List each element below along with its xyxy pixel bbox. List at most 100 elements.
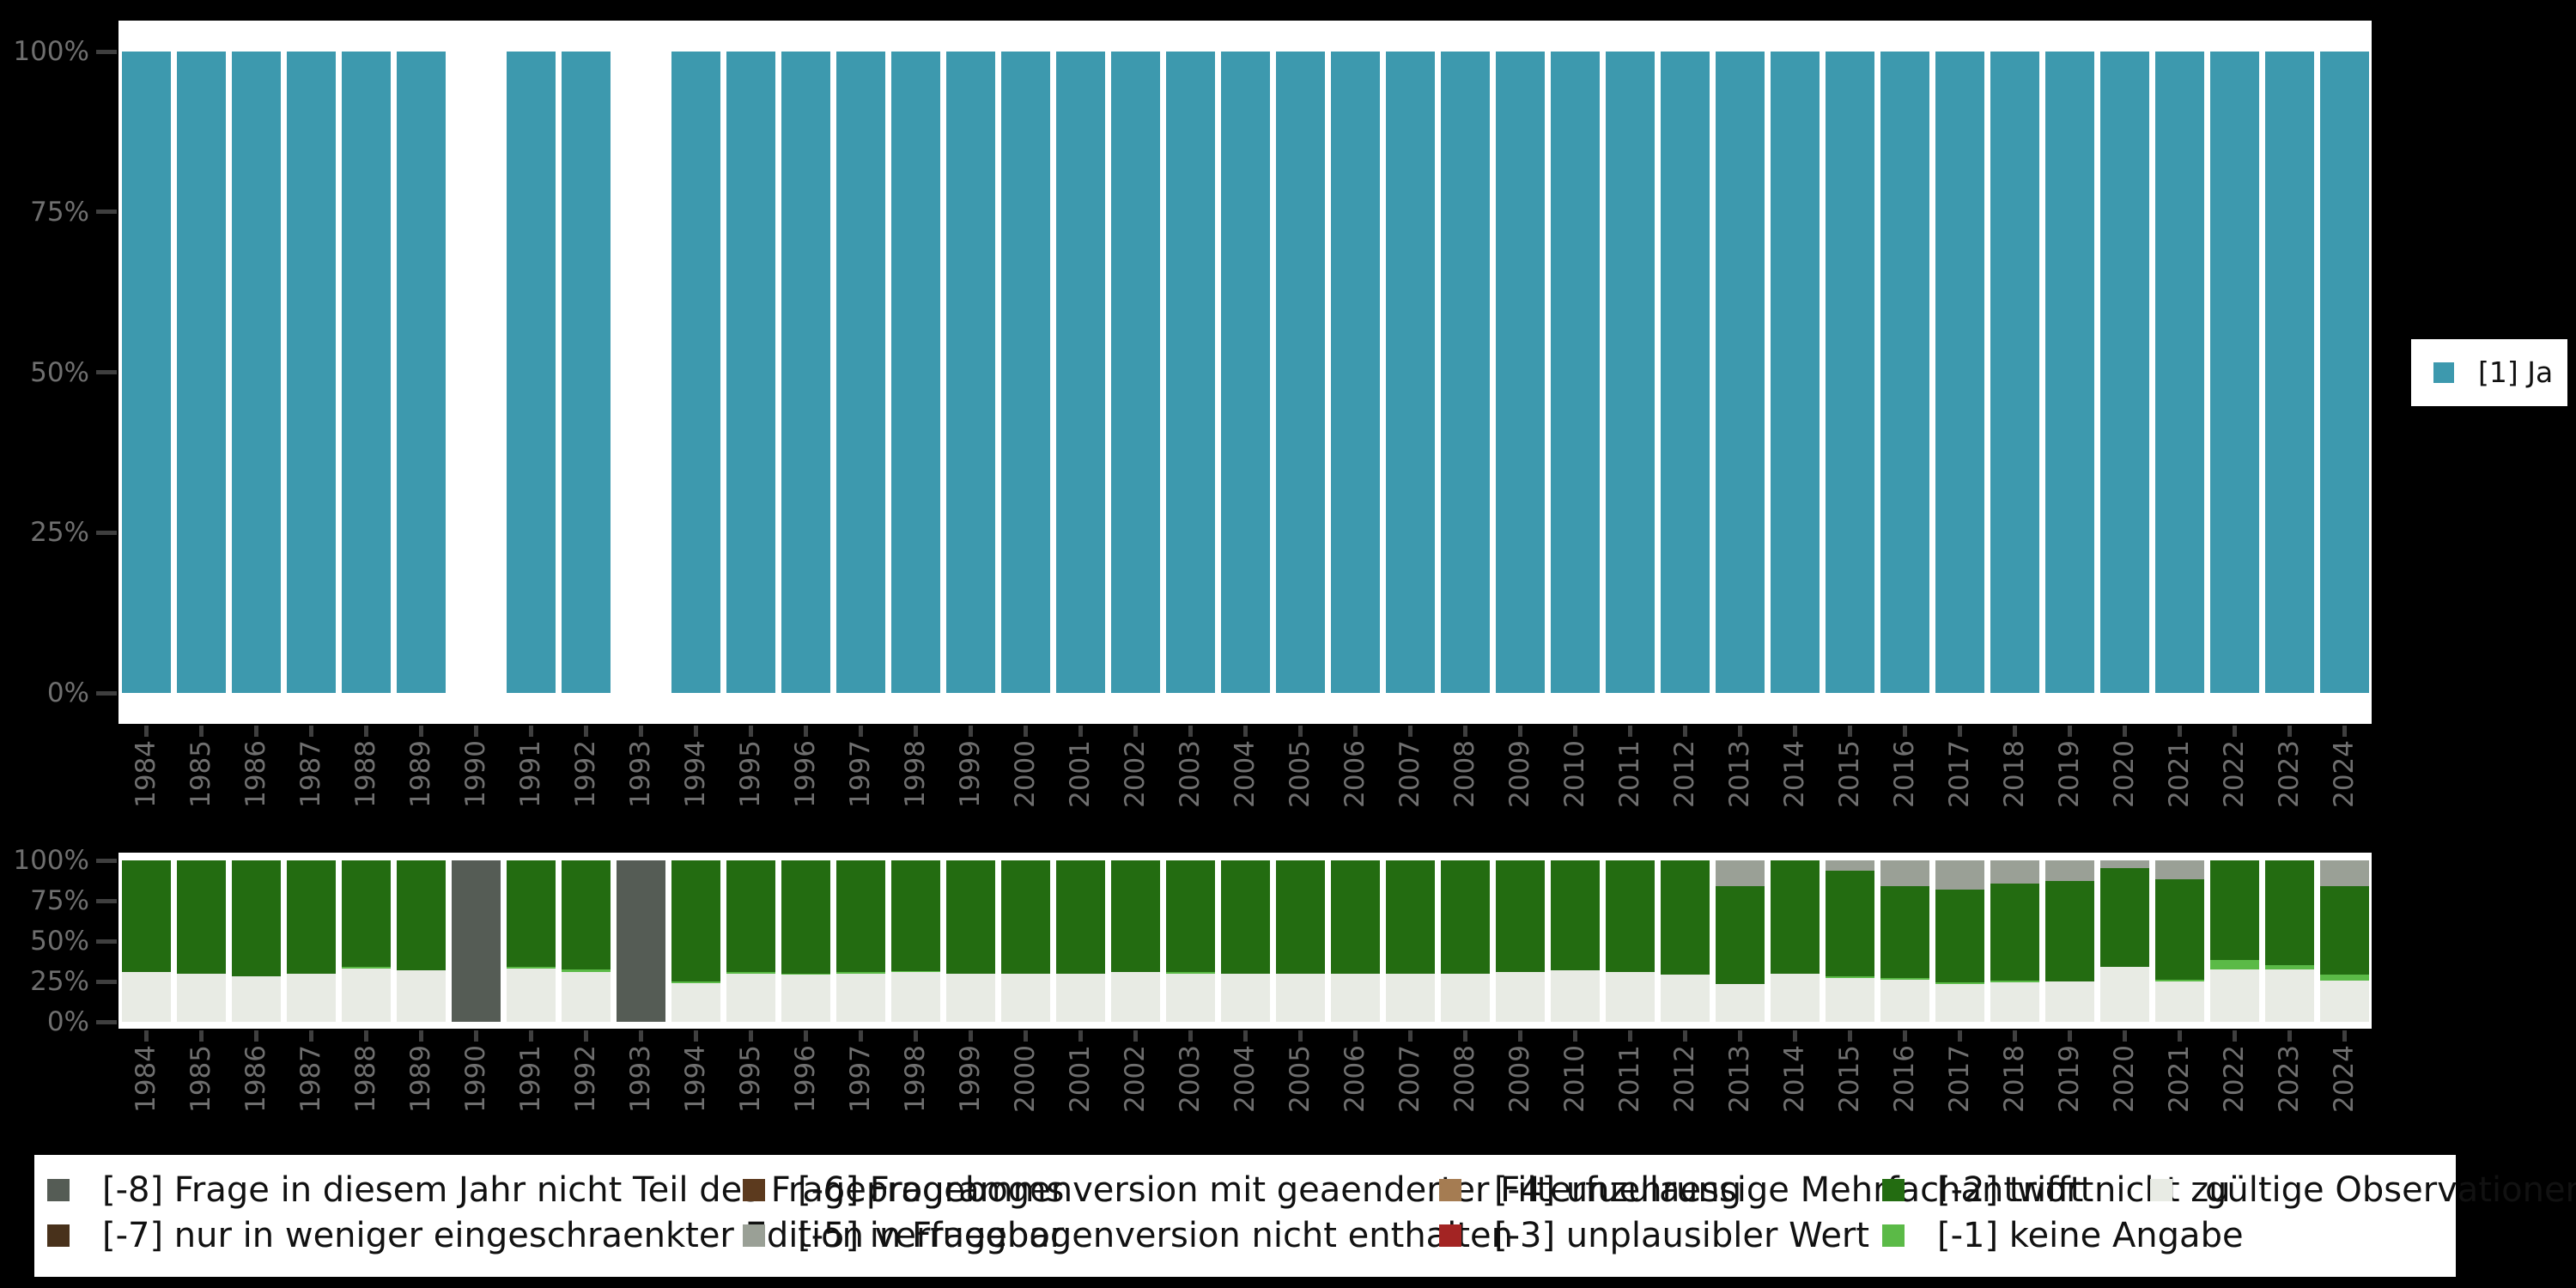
x-axis-tick-label-2012: 2012 (1669, 1045, 1700, 1113)
x-axis-tick-label-1997: 1997 (845, 1045, 876, 1113)
x-axis-tick-label-1991: 1991 (515, 1045, 546, 1113)
y-axis-tick-label: 100% (13, 845, 89, 876)
x-axis-tick (1682, 726, 1687, 737)
x-axis-tick-label-1994: 1994 (680, 740, 711, 808)
bar-segment-1992 (561, 860, 611, 969)
x-axis-tick (1078, 726, 1083, 737)
legend-missing-values: [-8] Frage in diesem Jahr nicht Teil des… (34, 1155, 2576, 1277)
x-axis-tick (803, 726, 808, 737)
bar-segment-2021 (2154, 981, 2204, 1022)
bar-segment-1990 (451, 860, 501, 1022)
x-axis-tick (1902, 726, 1907, 737)
x-axis-tick (2012, 1030, 2017, 1042)
x-axis-tick (363, 1030, 368, 1042)
x-axis-tick-label-1985: 1985 (185, 740, 216, 808)
bar-segment-2003 (1165, 971, 1215, 974)
bar-segment-2016 (1880, 886, 1929, 979)
x-axis-tick-label-2024: 2024 (2329, 740, 2360, 808)
x-axis-tick-label-1999: 1999 (955, 1045, 986, 1113)
bar-segment-1996 (781, 860, 830, 974)
x-axis-tick (473, 1030, 478, 1042)
x-axis-tick (693, 1030, 698, 1042)
legend-color-swatch (2150, 1179, 2172, 1201)
x-axis-tick-label-2001: 2001 (1065, 740, 1096, 808)
x-axis-tick-label-2019: 2019 (2054, 740, 2085, 808)
x-axis-tick (1407, 1030, 1413, 1042)
x-axis-tick (418, 1030, 423, 1042)
x-axis-tick (308, 1030, 313, 1042)
bar-segment-2018 (1990, 981, 2039, 1022)
bar-segment-2024 (2319, 981, 2369, 1022)
bar-segment-2009 (1495, 971, 1545, 1022)
bar-segment-2017 (1935, 860, 1984, 890)
bar-segment-1988 (341, 52, 391, 693)
bar-segment-1998 (890, 970, 940, 972)
bars-layer (118, 52, 2372, 693)
bar-segment-2013 (1715, 983, 1765, 1022)
ja-color-swatch (2433, 362, 2454, 383)
x-axis-tick (1792, 1030, 1797, 1042)
bar-segment-2023 (2264, 860, 2314, 966)
x-axis-tick (638, 726, 643, 737)
x-axis-tick (693, 726, 698, 737)
bar-segment-2009 (1495, 860, 1545, 972)
bar-segment-2021 (2154, 860, 2204, 879)
bar-segment-2003 (1165, 52, 1215, 693)
bar-segment-2019 (2044, 881, 2094, 981)
bar-segment-1989 (396, 52, 446, 693)
x-axis-tick-label-2006: 2006 (1340, 740, 1370, 808)
bar-segment-2015 (1825, 52, 1874, 693)
bar-segment-2013 (1715, 860, 1765, 887)
x-axis-tick-label-2003: 2003 (1175, 740, 1206, 808)
bar-segment-2001 (1055, 860, 1105, 974)
y-axis-tick-label: 100% (13, 36, 89, 67)
bar-segment-2006 (1330, 52, 1380, 693)
bar-segment-2011 (1605, 52, 1655, 693)
bar-segment-1984 (121, 971, 171, 1022)
bar-segment-1998 (890, 52, 940, 693)
x-axis-tick (1572, 726, 1577, 737)
bar-segment-1999 (945, 860, 995, 974)
bar-segment-2021 (2154, 980, 2204, 981)
bar-segment-2008 (1440, 52, 1490, 693)
bar-segment-1998 (890, 860, 940, 971)
bar-segment-2022 (2209, 959, 2259, 969)
bar-segment-2005 (1275, 52, 1325, 693)
x-axis-tick-label-2008: 2008 (1449, 1045, 1480, 1113)
bar-segment-2006 (1330, 860, 1380, 974)
x-axis-tick-label-1992: 1992 (570, 1045, 601, 1113)
x-axis-tick-label-2014: 2014 (1779, 740, 1810, 808)
x-axis-tick-label-2004: 2004 (1230, 740, 1261, 808)
y-axis-tick (96, 939, 117, 944)
legend-item-label: gültige Observationen (2205, 1170, 2576, 1210)
x-axis-tick (2122, 1030, 2127, 1042)
bar-segment-1984 (121, 860, 171, 972)
bar-segment-2024 (2319, 860, 2369, 887)
bar-segment-2004 (1220, 973, 1270, 1022)
x-axis-tick-label-2015: 2015 (1834, 740, 1865, 808)
x-axis-tick-label-2020: 2020 (2109, 740, 2140, 808)
x-axis-tick (2232, 726, 2237, 737)
x-axis-tick-label-1993: 1993 (625, 740, 656, 808)
x-axis-tick (968, 1030, 973, 1042)
x-axis-tick-label-2007: 2007 (1394, 740, 1425, 808)
x-axis-tick (858, 1030, 863, 1042)
x-axis-tick (748, 1030, 753, 1042)
x-axis-tick-label-2013: 2013 (1724, 740, 1755, 808)
legend-ja: [1] Ja (2411, 339, 2567, 406)
x-axis-tick (1462, 1030, 1467, 1042)
bar-segment-2018 (1990, 981, 2039, 982)
bar-segment-2007 (1385, 860, 1435, 974)
bar-segment-1985 (176, 860, 226, 974)
x-axis-tick (1188, 1030, 1193, 1042)
x-axis-tick (253, 726, 258, 737)
bar-segment-2015 (1825, 976, 1874, 979)
bar-segment-2000 (1000, 52, 1050, 693)
bar-segment-2004 (1220, 860, 1270, 974)
bar-segment-2014 (1770, 52, 1820, 693)
bar-segment-1988 (341, 860, 391, 968)
x-axis-tick (143, 1030, 149, 1042)
x-axis-tick-label-2002: 2002 (1120, 740, 1151, 808)
bar-segment-1989 (396, 969, 446, 1022)
x-axis-tick-label-2008: 2008 (1449, 740, 1480, 808)
